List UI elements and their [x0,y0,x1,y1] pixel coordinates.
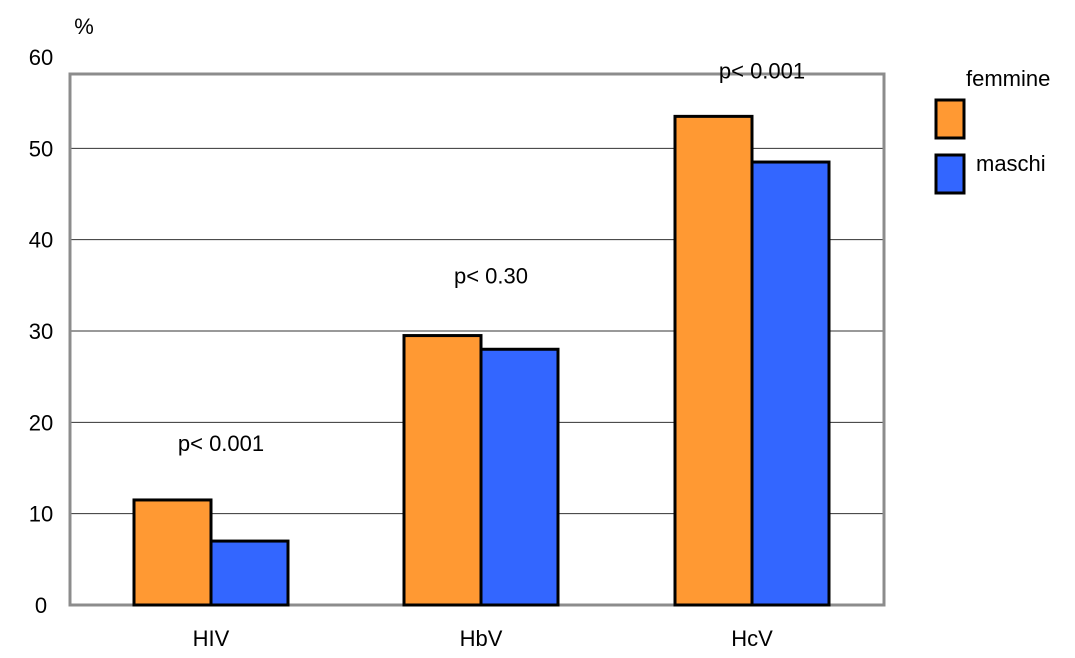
bar-HcV-maschi [750,160,831,607]
bars [132,114,831,607]
legend-swatch-femmine [934,98,966,140]
annotation-HbV: p< 0.30 [454,264,528,289]
x-axis-category-labels: HIV HbV HcV [193,626,773,651]
x-category-label-HIV: HIV [193,626,230,651]
bar-HbV-femmine [402,334,483,607]
legend-swatch-maschi [934,153,966,195]
annotation-HIV: p< 0.001 [178,431,264,456]
y-tick-label-20: 20 [29,410,53,435]
x-category-label-HbV: HbV [460,626,503,651]
y-tick-label-10: 10 [29,502,53,527]
y-tick-label-60: 60 [29,45,53,70]
y-tick-label-50: 50 [29,136,53,161]
bar-HcV-femmine [673,114,754,607]
y-axis-tick-labels: 0 10 20 30 40 50 60 [29,45,53,618]
bar-HbV-maschi [479,347,560,607]
annotation-HcV: p< 0.001 [719,58,805,83]
legend: femmine maschi [934,66,1050,195]
y-tick-label-40: 40 [29,228,53,253]
significance-annotations: p< 0.001 p< 0.30 p< 0.001 [178,58,805,456]
bar-HIV-femmine [132,498,213,607]
legend-item-femmine: femmine [934,66,1050,140]
y-tick-label-0: 0 [35,593,47,618]
legend-label-maschi: maschi [976,151,1046,176]
legend-item-maschi: maschi [934,151,1046,195]
x-category-label-HcV: HcV [731,626,773,651]
y-axis-unit-label: % [74,14,94,39]
legend-label-femmine: femmine [966,66,1050,91]
y-tick-label-30: 30 [29,319,53,344]
bar-HIV-maschi [209,539,290,607]
